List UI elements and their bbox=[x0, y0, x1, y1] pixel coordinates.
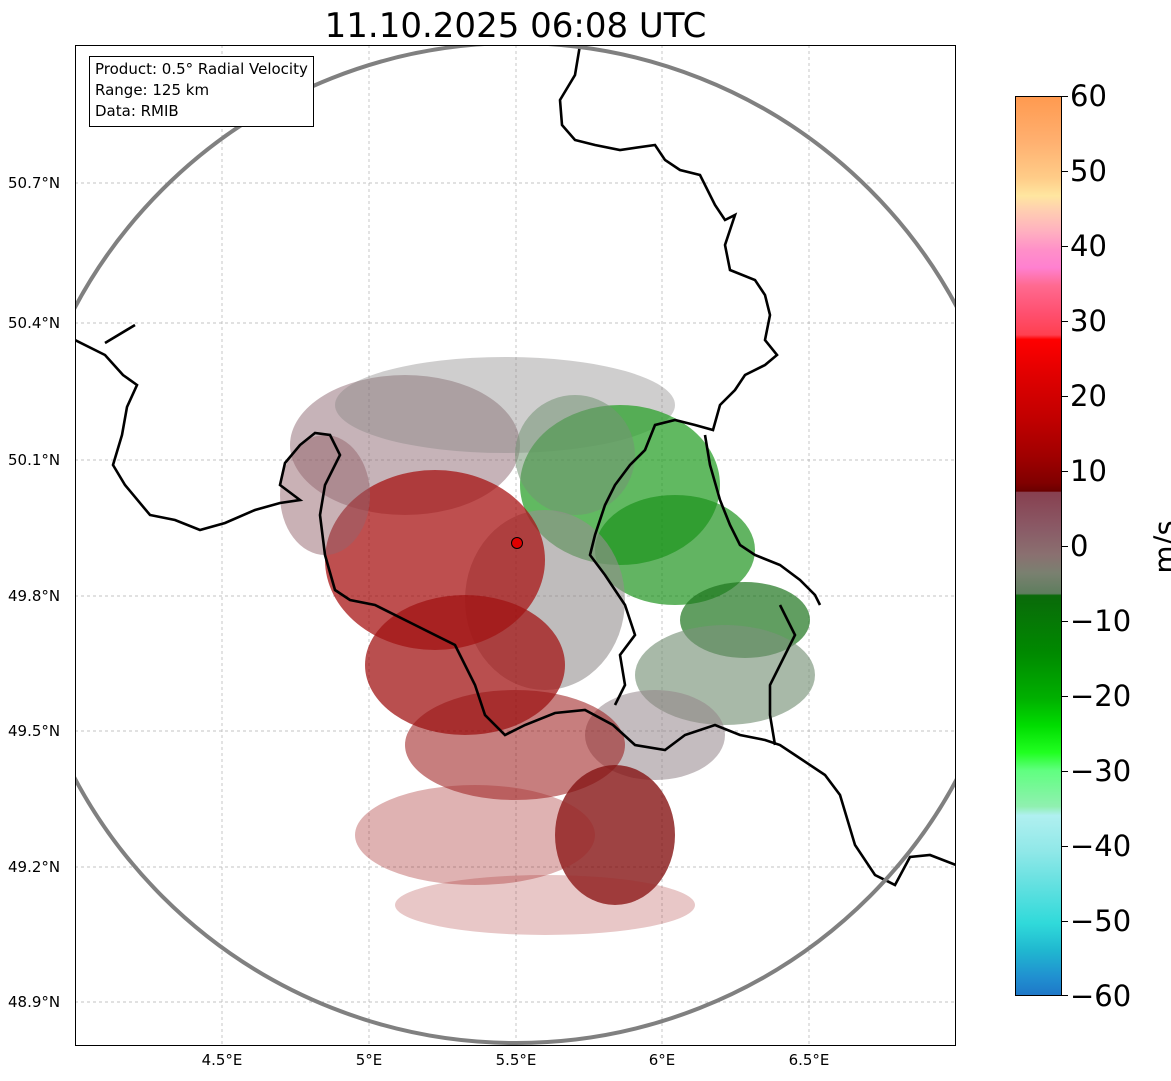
colorbar-unit-label: m/s bbox=[1148, 520, 1171, 574]
velocity-echoes bbox=[280, 357, 815, 935]
lon-label: 5°E bbox=[355, 1051, 383, 1069]
lat-label: 50.1°N bbox=[8, 451, 61, 469]
info-product: Product: 0.5° Radial Velocity bbox=[95, 60, 308, 78]
lat-label: 50.7°N bbox=[8, 174, 61, 192]
lat-label: 49.2°N bbox=[8, 858, 61, 876]
colorbar-tick-label: −10 bbox=[1070, 604, 1132, 638]
colorbar bbox=[1015, 96, 1062, 996]
lon-label: 5.5°E bbox=[495, 1051, 537, 1069]
range-ring bbox=[75, 45, 956, 1045]
info-data-source: Data: RMIB bbox=[95, 102, 179, 120]
colorbar-tick-label: 60 bbox=[1070, 79, 1107, 113]
lon-label: 4.5°E bbox=[201, 1051, 243, 1069]
map-title: 11.10.2025 06:08 UTC bbox=[324, 6, 707, 46]
colorbar-tick-label: 0 bbox=[1070, 529, 1089, 563]
colorbar-tick-label: −40 bbox=[1070, 829, 1132, 863]
colorbar-tick-label: −20 bbox=[1070, 679, 1132, 713]
colorbar-tick-label: 40 bbox=[1070, 229, 1107, 263]
radar-map[interactable] bbox=[75, 45, 956, 1046]
radar-map-canvas bbox=[75, 45, 956, 1046]
info-range: Range: 125 km bbox=[95, 81, 210, 99]
colorbar-tick-label: −30 bbox=[1070, 754, 1132, 788]
lat-label: 49.8°N bbox=[8, 587, 61, 605]
lat-label: 50.4°N bbox=[8, 314, 61, 332]
lon-label: 6.5°E bbox=[788, 1051, 830, 1069]
colorbar-tick-label: 50 bbox=[1070, 154, 1107, 188]
colorbar-tick-label: 30 bbox=[1070, 304, 1107, 338]
country-borders bbox=[75, 45, 956, 887]
lon-label: 6°E bbox=[648, 1051, 676, 1069]
info-box: Product: 0.5° Radial Velocity Range: 125… bbox=[89, 56, 314, 127]
colorbar-tick-label: −50 bbox=[1070, 904, 1132, 938]
colorbar-tick-label: 10 bbox=[1070, 454, 1107, 488]
lat-label: 48.9°N bbox=[8, 993, 61, 1011]
colorbar-tick-label: −60 bbox=[1070, 979, 1132, 1013]
radar-site-marker[interactable] bbox=[511, 537, 523, 549]
colorbar-tick-label: 20 bbox=[1070, 379, 1107, 413]
lat-label: 49.5°N bbox=[8, 722, 61, 740]
